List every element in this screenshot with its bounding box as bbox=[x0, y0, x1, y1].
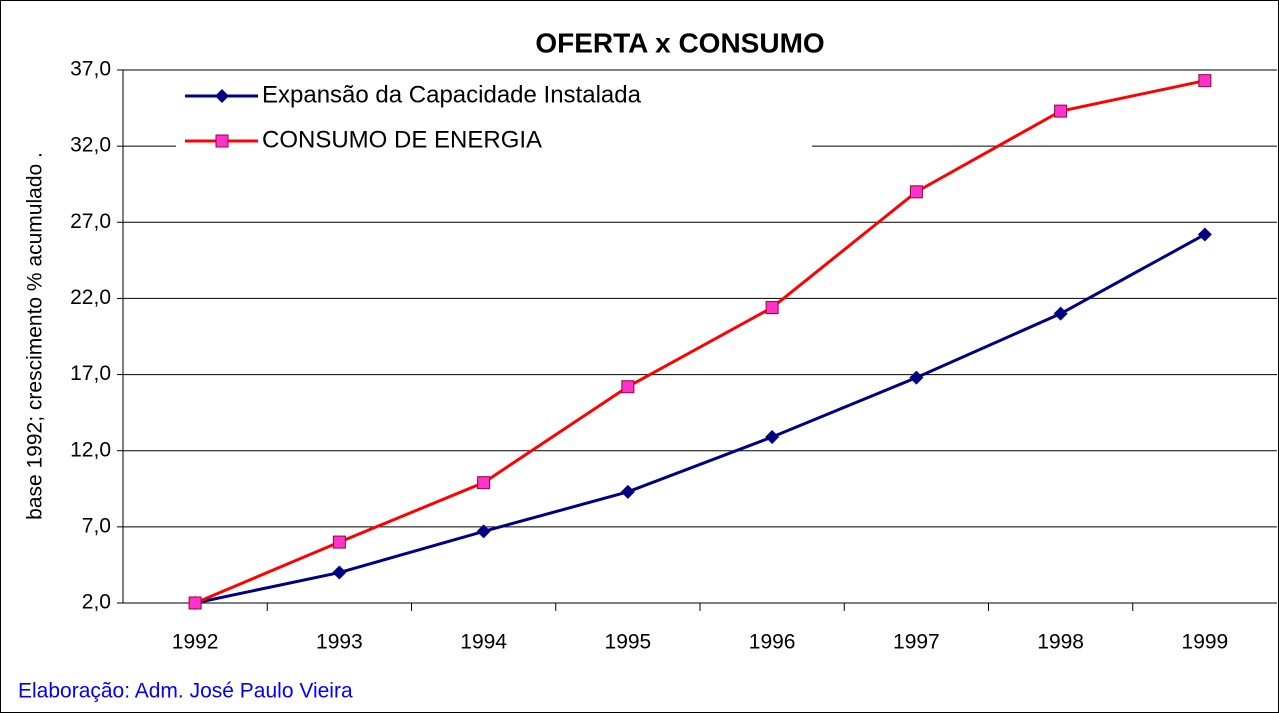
point bbox=[909, 370, 924, 385]
point bbox=[1198, 74, 1212, 88]
y-tick-label: 17,0 bbox=[70, 362, 111, 385]
y-tick-label: 2,0 bbox=[82, 591, 111, 614]
y-tick-label: 27,0 bbox=[70, 210, 111, 233]
point bbox=[621, 380, 635, 394]
x-tick-label: 1998 bbox=[1037, 631, 1084, 654]
x-tick-label: 1996 bbox=[749, 631, 796, 654]
point bbox=[215, 134, 229, 148]
series-line bbox=[194, 79, 1206, 605]
point bbox=[1054, 104, 1068, 118]
point bbox=[215, 89, 229, 103]
y-tick-label: 12,0 bbox=[70, 438, 111, 461]
y-tick-label: 7,0 bbox=[82, 514, 111, 537]
point bbox=[477, 476, 491, 490]
point bbox=[476, 524, 491, 539]
chart-title: OFERTA x CONSUMO bbox=[535, 27, 824, 58]
y-tick-label: 32,0 bbox=[70, 134, 111, 157]
y-tick-label: 37,0 bbox=[70, 58, 111, 81]
x-tick-label: 1994 bbox=[460, 631, 507, 654]
y-tick-label: 22,0 bbox=[70, 286, 111, 309]
point bbox=[332, 565, 347, 580]
x-tick-label: 1993 bbox=[316, 631, 363, 654]
legend-label: CONSUMO DE ENERGIA bbox=[262, 126, 542, 153]
annotation: Elaboração: Adm. José Paulo Vieira bbox=[18, 680, 353, 703]
point bbox=[1053, 306, 1068, 321]
point bbox=[188, 596, 202, 610]
x-tick-label: 1999 bbox=[1182, 631, 1229, 654]
point bbox=[620, 484, 635, 499]
y-axis-label: base 1992; crescimento % acumulado . bbox=[24, 152, 47, 520]
point bbox=[765, 430, 780, 445]
x-tick-label: 1995 bbox=[605, 631, 652, 654]
point bbox=[765, 301, 779, 315]
point bbox=[909, 185, 923, 199]
series-line bbox=[194, 233, 1206, 605]
legend-label: Expansão da Capacidade Instalada bbox=[262, 81, 642, 108]
x-tick-label: 1992 bbox=[172, 631, 219, 654]
point bbox=[332, 535, 346, 549]
x-tick-label: 1997 bbox=[893, 631, 940, 654]
legend-bg bbox=[176, 76, 812, 166]
point bbox=[1197, 227, 1212, 242]
